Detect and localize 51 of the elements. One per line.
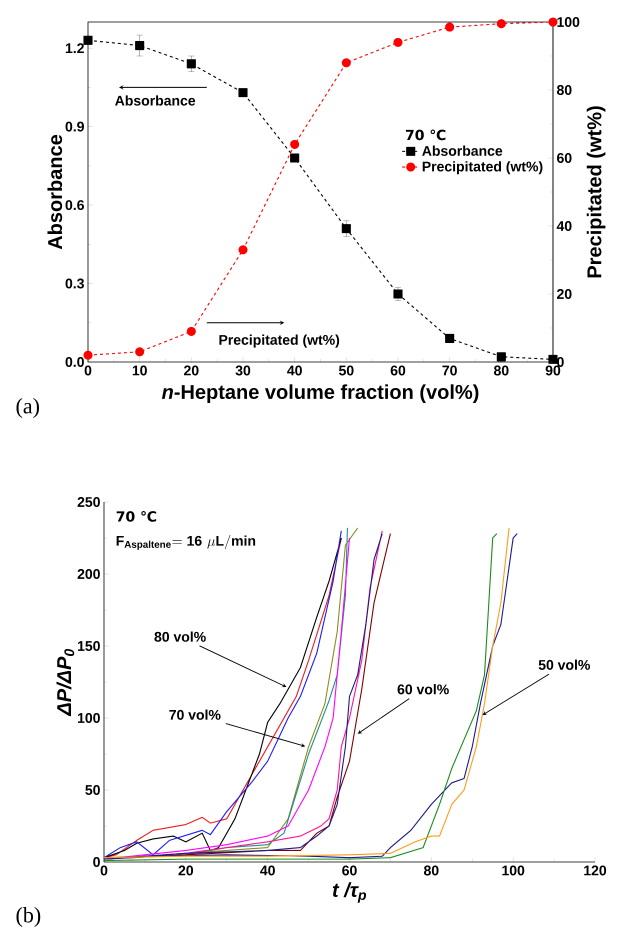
annotation: 70 vol% (169, 710, 221, 720)
x-tick-label: 30 (236, 366, 250, 376)
annotation: 70 ℃ (116, 511, 156, 522)
annotation: 60 vol% (398, 684, 449, 694)
x-tick-label: 60 (342, 866, 357, 876)
y-tick-label: 150 (78, 641, 100, 651)
x-tick-label: 40 (287, 366, 302, 376)
y-tick-label: 0.3 (66, 278, 84, 288)
y-tick-label: 100 (78, 713, 100, 723)
x-tick-label: 60 (390, 366, 406, 376)
text: (b) (16, 907, 40, 927)
y-tick-label: 0.0 (66, 357, 84, 367)
x-tick-label: 80 (424, 866, 439, 876)
annotation: 80 vol% (154, 631, 206, 642)
x-tick-label: 80 (494, 366, 509, 376)
legend-label: Precipitated (wt%) (422, 161, 542, 174)
annotation: $\mathbf{F}_{\mathbf{Aspaltene}}\mathbf{=16}\ \mu\mathbf{L/min}$ (116, 534, 256, 550)
y-tick-label: 0.6 (66, 200, 84, 210)
x-axis-title: t /τ$_{p}$ (332, 882, 366, 903)
y-tick-label: 250 (78, 497, 100, 507)
y2-tick-label: 40 (556, 221, 572, 231)
x-tick-label: 20 (178, 866, 194, 876)
x-tick-label: 70 (442, 366, 457, 376)
x-tick-label: 120 (584, 866, 606, 876)
x-tick-label: 40 (260, 866, 275, 876)
legend-title: 70 ℃ (406, 130, 446, 140)
x-axis-title: n-Heptane volume fraction (vol%) (162, 384, 478, 403)
y-tick-label: 200 (78, 569, 100, 579)
x-tick-label: 50 (338, 366, 354, 376)
x-tick-label: 0 (100, 866, 108, 876)
y2-tick-label: 100 (557, 17, 580, 27)
y-axis-title: Absorbance (47, 134, 62, 250)
annotation: Absorbance (115, 95, 196, 106)
legend-label: Absorbance (422, 146, 502, 156)
y2-tick-label: 20 (557, 289, 572, 299)
y2-tick-label: 80 (556, 85, 572, 95)
y-tick-label: 0.9 (66, 122, 84, 132)
annotation: 50 vol% (538, 660, 590, 670)
y-tick-label: 50 (85, 785, 100, 795)
x-tick-label: 20 (184, 366, 199, 376)
y-axis-title: ΔP/ΔP$_{0}$ (56, 648, 74, 716)
y2-axis-title: Precipitated (wt%) (586, 106, 606, 278)
x-tick-label: 10 (132, 366, 147, 376)
y2-tick-label: 60 (557, 153, 572, 163)
text: (a) (16, 398, 39, 418)
y2-tick-label: 0 (557, 357, 564, 367)
x-tick-label: 90 (546, 366, 560, 376)
x-tick-label: 100 (502, 866, 524, 876)
y-tick-label: 0 (93, 857, 100, 867)
y-tick-label: 1.2 (66, 43, 84, 54)
annotation: Precipitated (wt%) (219, 334, 340, 348)
